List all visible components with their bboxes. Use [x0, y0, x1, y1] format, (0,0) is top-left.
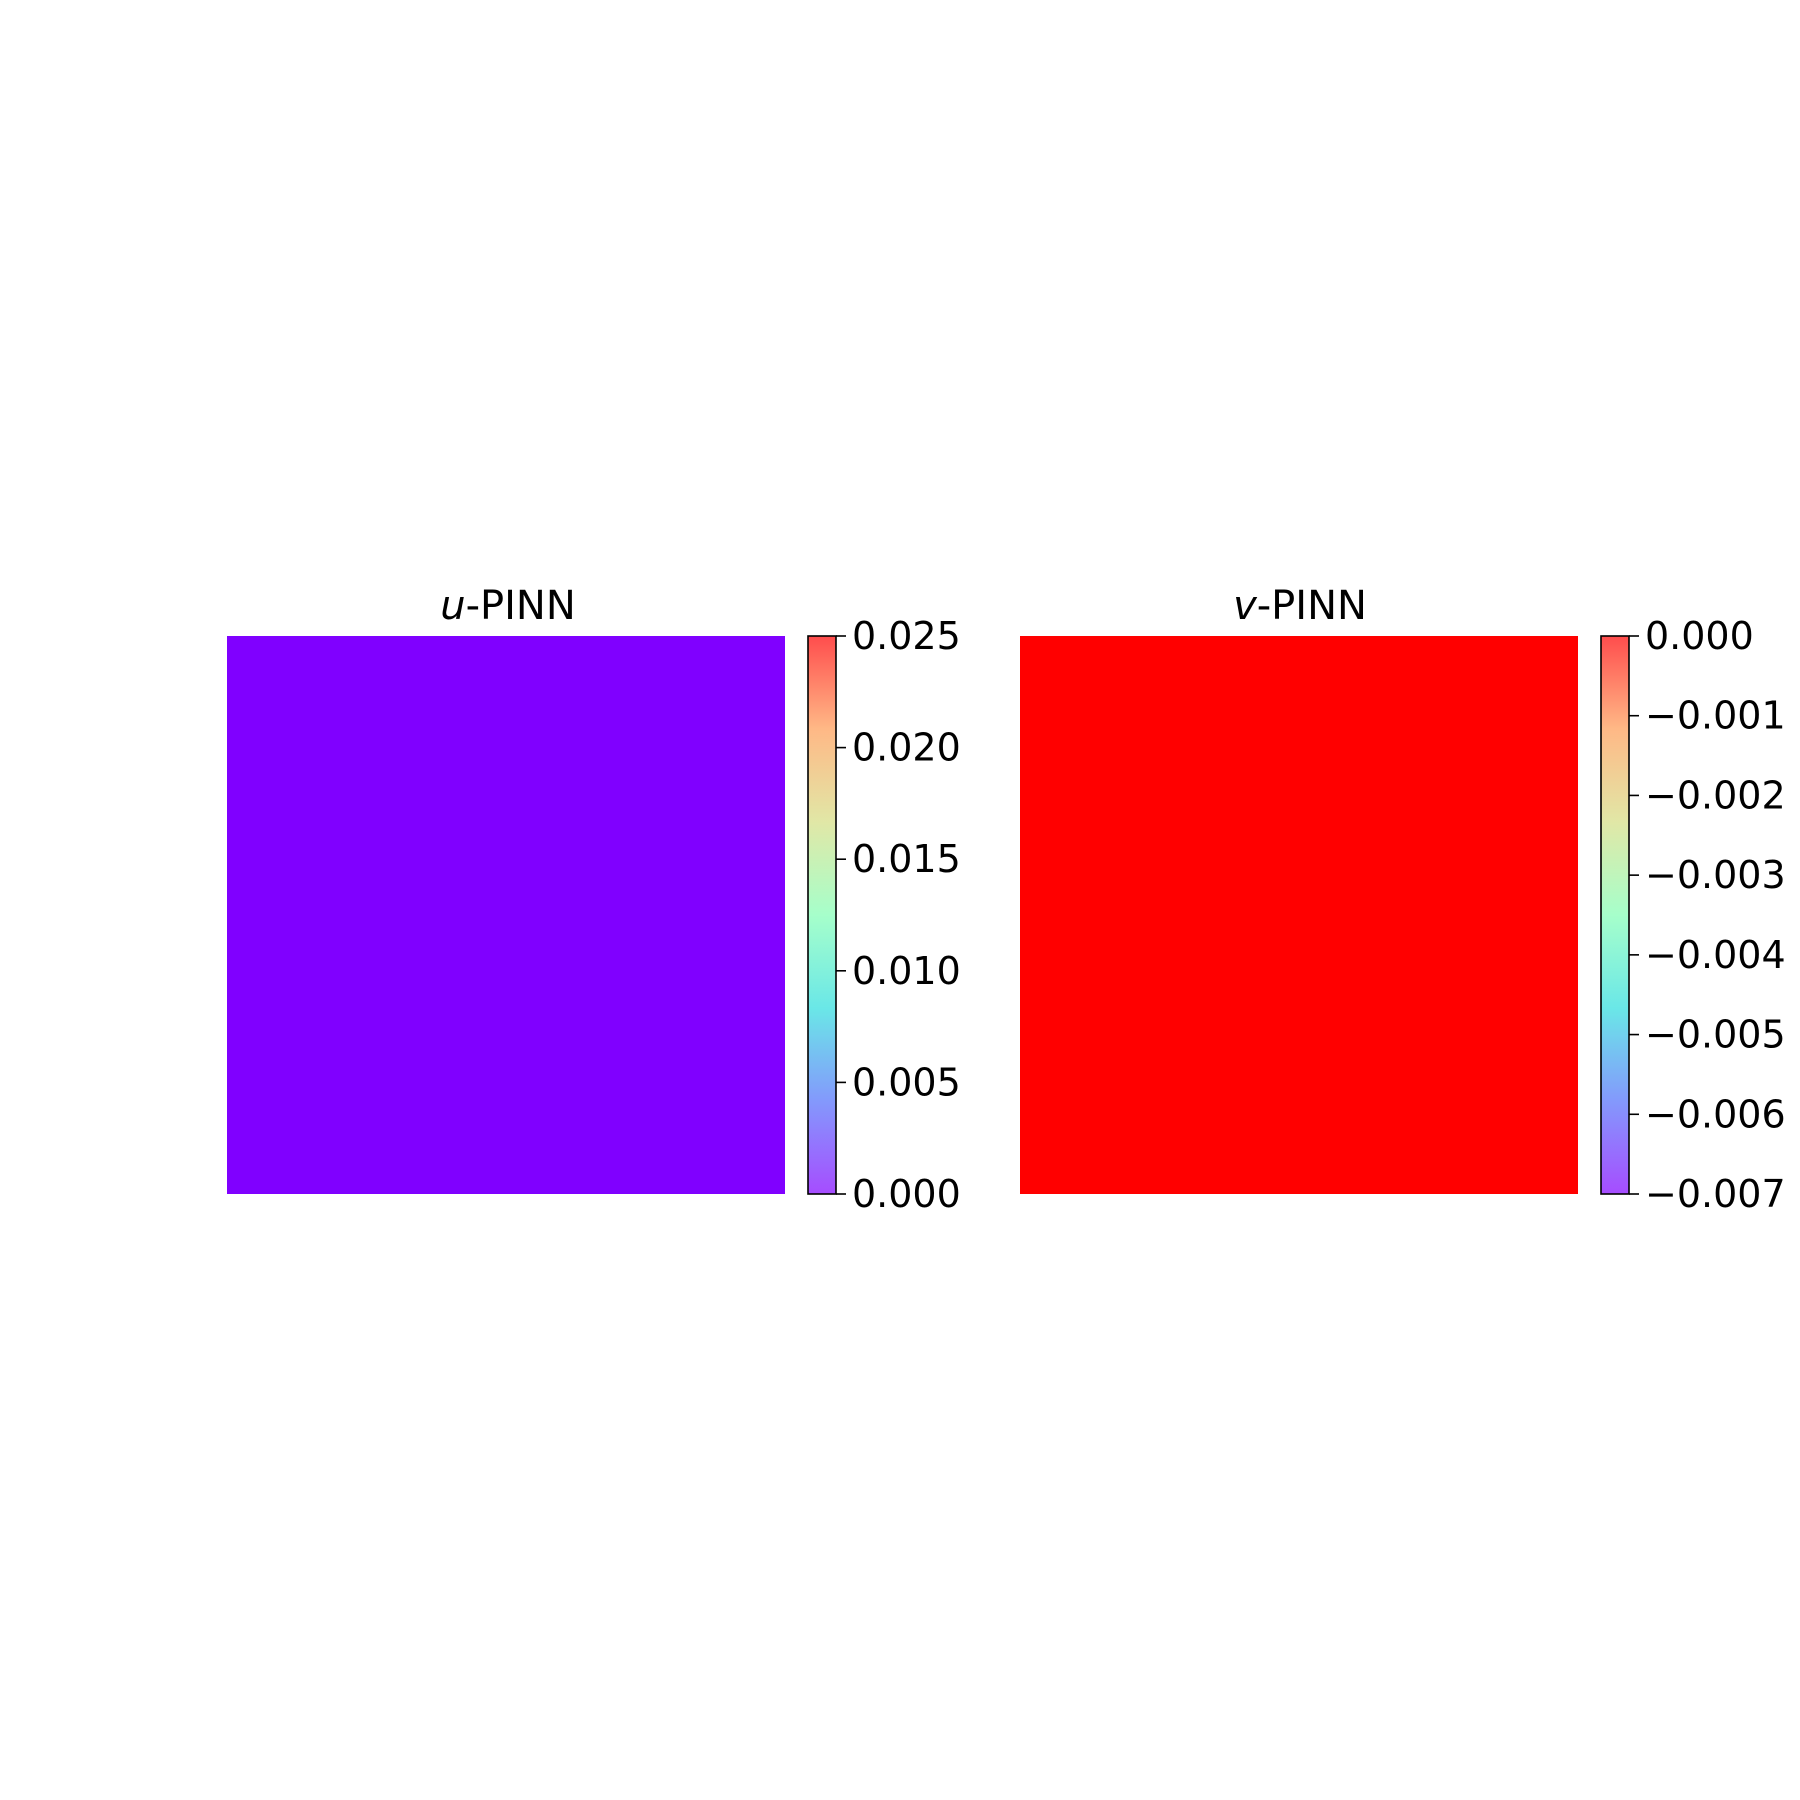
panel-u-colorbar-tick-label: 0.010 [852, 949, 961, 993]
panel-u-title: u-PINN [440, 583, 576, 629]
panel-u-colorbar-tick-label: 0.005 [852, 1060, 961, 1104]
panel-u-colorbar-tick-label: 0.025 [852, 614, 961, 658]
panel-v-title-var: v [1233, 583, 1258, 629]
panel-v-colorbar-tick-label: −0.003 [1645, 853, 1786, 897]
panel-v-colorbar-tick-label: −0.006 [1645, 1092, 1786, 1136]
panel-v-colorbar-tick-label: −0.004 [1645, 933, 1786, 977]
panel-v-colorbar: −0.007 −0.006 −0.005 −0.004 −0.003 −0.002 −0.0… [1600, 614, 1786, 1216]
panel-u-colorbar: 0.000 0.005 0.010 0.015 0.020 0.025 [807, 614, 961, 1216]
panel-u-colorbar-bar [807, 635, 837, 1195]
panel-v-colorbar-tick-label: −0.007 [1645, 1172, 1786, 1216]
panel-v-title-suffix: -PINN [1257, 583, 1367, 629]
panel-v-colorbar-tick-label: −0.002 [1645, 773, 1786, 817]
panel-v-colorbar-tick-label: −0.001 [1645, 694, 1786, 738]
panel-u-title-suffix: -PINN [466, 583, 576, 629]
panel-v-heatmap [1020, 636, 1578, 1194]
panel-v: v-PINN −0.007−0.006−0.005−0.004−0.003−0.… [1020, 583, 1786, 1216]
panel-u-colorbar-tick-label: 0.000 [852, 1172, 961, 1216]
panel-u: u-PINN 0.000 0.005 0.010 0.015 0.020 0.025 [227, 583, 961, 1216]
panel-u-heatmap [227, 636, 785, 1194]
panel-u-colorbar-tick-label: 0.020 [852, 726, 961, 770]
panel-v-colorbar-tick-label: 0.000 [1645, 614, 1754, 658]
panel-v-colorbar-bar [1600, 635, 1630, 1195]
panel-u-colorbar-tick-label: 0.015 [852, 837, 961, 881]
panel-v-colorbar-tick-label: −0.005 [1645, 1013, 1786, 1057]
panel-v-title: v-PINN [1233, 583, 1367, 629]
panel-u-title-var: u [440, 583, 465, 629]
